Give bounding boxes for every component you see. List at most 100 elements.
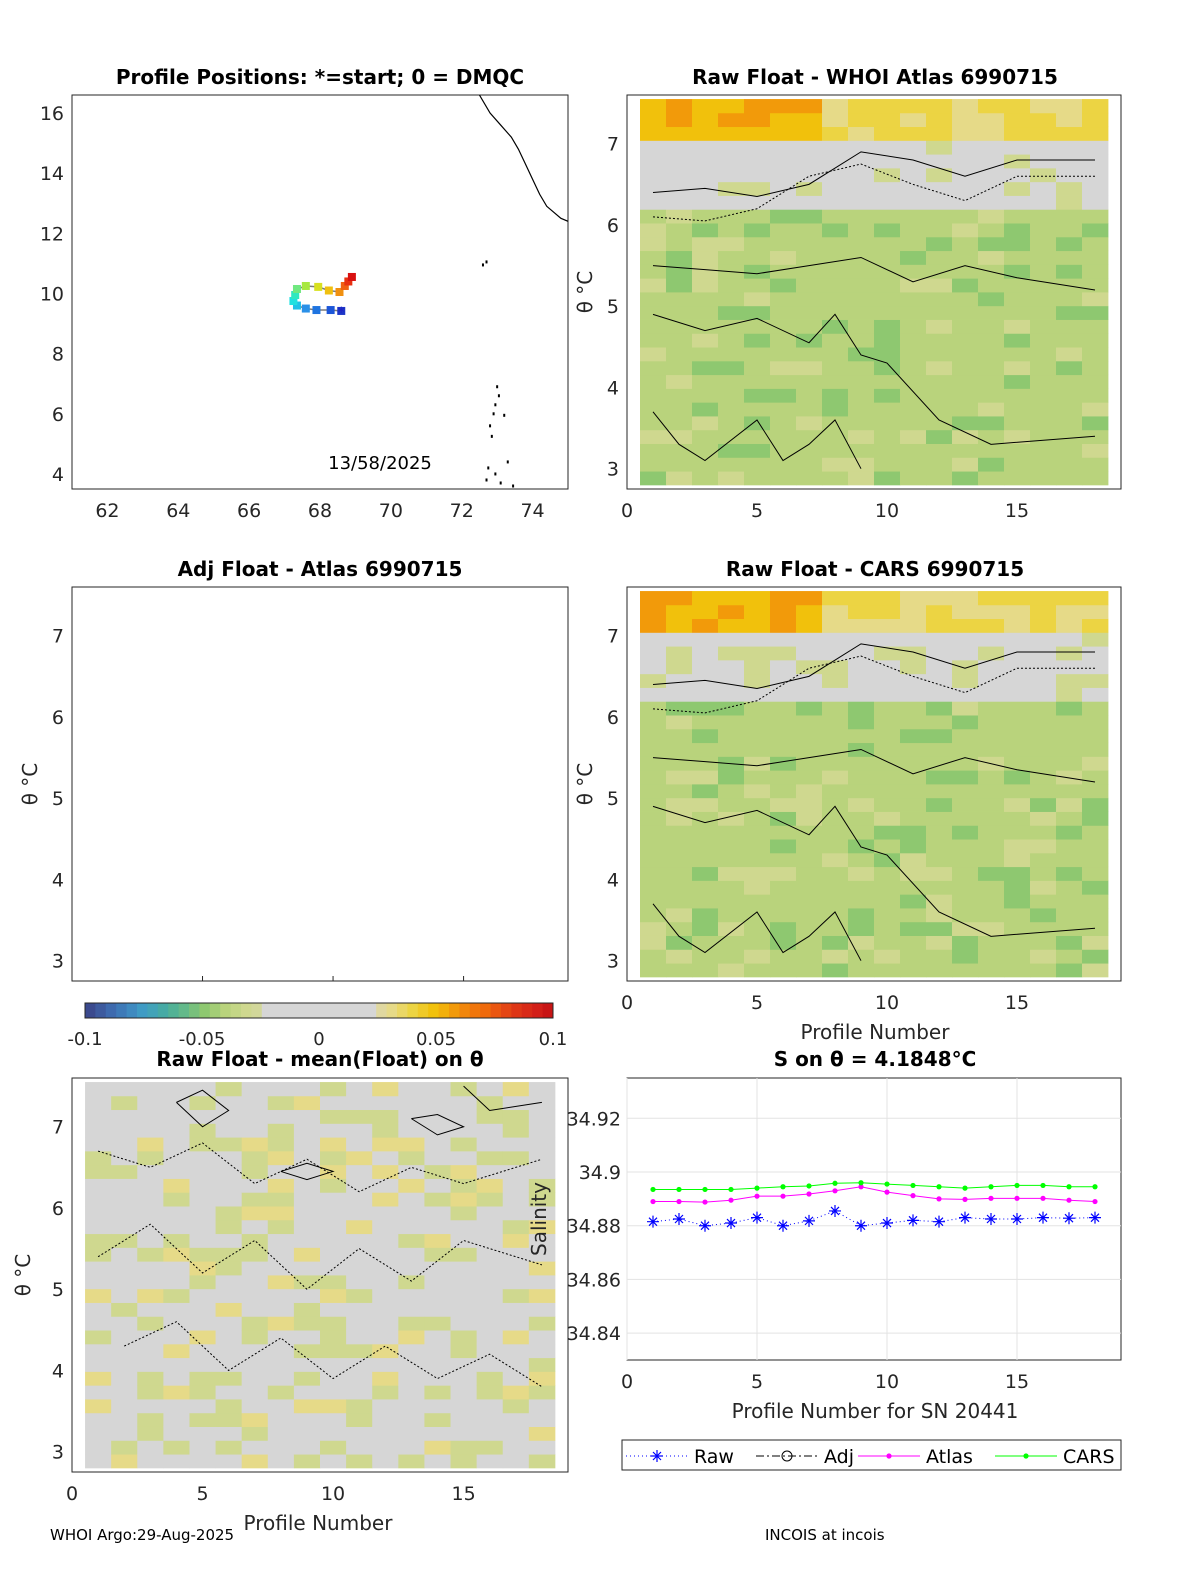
- series-point-raw: [725, 1217, 737, 1230]
- heatmap-cell: [1056, 236, 1083, 252]
- heatmap-cell: [848, 646, 875, 661]
- heatmap-cell: [952, 728, 979, 744]
- heatmap-cell: [1004, 756, 1031, 771]
- heatmap-cell: [640, 949, 667, 964]
- heatmap-cell: [320, 1302, 347, 1317]
- heatmap-cell: [163, 1385, 190, 1400]
- atlas-title: Raw Float - WHOI Atlas 6990715: [692, 65, 1058, 89]
- heatmap-cell: [502, 1343, 530, 1359]
- heatmap-cell: [666, 687, 693, 702]
- heatmap-cell: [666, 250, 693, 265]
- heatmap-cell: [450, 1330, 478, 1345]
- heatmap-cell: [85, 1357, 112, 1372]
- heatmap-cell: [398, 1330, 425, 1345]
- heatmap-cell: [926, 880, 953, 895]
- heatmap-cell: [1056, 591, 1083, 606]
- heatmap-cell: [952, 839, 979, 854]
- heatmap-cell: [952, 374, 979, 389]
- salinity-axes: [626, 1077, 1122, 1361]
- heatmap-cell: [346, 1123, 373, 1138]
- heatmap-cell: [320, 1178, 347, 1193]
- heatmap-cell: [1056, 949, 1083, 964]
- heatmap-cell: [796, 154, 823, 169]
- heatmap-cell: [900, 443, 927, 458]
- series-point-atlas: [1066, 1197, 1072, 1203]
- heatmap-cell: [1056, 839, 1083, 854]
- heatmap-cell: [640, 866, 667, 881]
- heatmap-cell: [952, 264, 979, 279]
- heatmap-cell: [770, 949, 797, 964]
- heatmap-cell: [770, 402, 797, 417]
- heatmap-cell: [874, 126, 901, 141]
- heatmap-cell: [215, 1330, 243, 1345]
- track-point: [347, 272, 356, 281]
- heatmap-cell: [874, 935, 901, 950]
- heatmap-cell: [666, 278, 693, 293]
- heatmap-cell: [502, 1399, 530, 1414]
- heatmap-cell: [502, 1261, 530, 1276]
- heatmap-cell: [848, 949, 875, 964]
- heatmap-cell: [978, 825, 1005, 840]
- heatmap-cell: [137, 1343, 164, 1359]
- heatmap-cell: [320, 1219, 347, 1235]
- heatmap-cell: [476, 1357, 504, 1372]
- heatmap-cell: [952, 921, 979, 936]
- colorbar-tick-label: 0.1: [539, 1029, 568, 1050]
- series-point-atlas: [910, 1193, 916, 1199]
- heatmap-cell: [848, 374, 875, 389]
- heatmap-cell: [848, 687, 875, 702]
- heatmap-cell: [770, 250, 797, 265]
- heatmap-cell: [796, 935, 823, 950]
- map-ytick-label: 12: [40, 223, 64, 245]
- heatmap-cell: [822, 908, 849, 923]
- heatmap-cell: [137, 1412, 164, 1427]
- heatmap-cell: [1004, 839, 1031, 854]
- series-point-raw: [829, 1204, 841, 1217]
- heatmap-cell: [1004, 632, 1031, 647]
- heatmap-cell: [744, 416, 771, 431]
- heatmap-cell: [848, 471, 875, 486]
- heatmap-cell: [476, 1233, 504, 1248]
- heatmap-cell: [900, 319, 927, 334]
- heatmap-cell: [640, 236, 667, 252]
- heatmap-cell: [718, 195, 745, 210]
- heatmap-cell: [1004, 250, 1031, 265]
- heatmap-cell: [502, 1082, 530, 1097]
- heatmap-cell: [1030, 618, 1057, 633]
- heatmap-cell: [874, 250, 901, 265]
- heatmap-cell: [450, 1302, 478, 1317]
- heatmap-cell: [398, 1233, 425, 1248]
- heatmap-cell: [718, 728, 745, 744]
- heatmap-cell: [502, 1192, 530, 1207]
- heatmap-cell: [450, 1426, 478, 1441]
- heatmap-cell: [874, 181, 901, 196]
- heatmap-cell: [744, 825, 771, 840]
- heatmap-cell: [926, 797, 953, 812]
- heatmap-cell: [718, 921, 745, 936]
- heatmap-cell: [137, 1137, 164, 1152]
- heatmap-cell: [476, 1330, 504, 1345]
- heatmap-cell: [1030, 673, 1057, 688]
- heatmap-cell: [848, 756, 875, 771]
- heatmap-cell: [900, 811, 927, 826]
- heatmap-cell: [822, 195, 849, 210]
- heatmap-cell: [372, 1357, 399, 1372]
- heatmap-cell: [398, 1412, 425, 1427]
- heatmap-cell: [85, 1109, 112, 1124]
- heatmap-cell: [1082, 195, 1109, 210]
- heatmap-cell: [796, 99, 823, 114]
- heatmap-cell: [718, 604, 745, 620]
- heatmap-cell: [528, 1219, 556, 1235]
- track-point: [301, 304, 310, 313]
- heatmap-cell: [796, 894, 823, 909]
- series-point-atlas: [1014, 1195, 1020, 1201]
- heatmap-cell: [926, 866, 953, 881]
- atlas-axes: [626, 94, 1122, 490]
- map-panel: Profile Positions: *=start; 0 = DMQC 62 6…: [40, 65, 569, 522]
- heatmap-cell: [640, 278, 667, 293]
- heatmap-cell: [1056, 673, 1083, 688]
- island-dot: [494, 472, 497, 476]
- heatmap-cell: [978, 742, 1005, 757]
- heatmap-cell: [1030, 715, 1057, 730]
- heatmap-cell: [241, 1385, 269, 1400]
